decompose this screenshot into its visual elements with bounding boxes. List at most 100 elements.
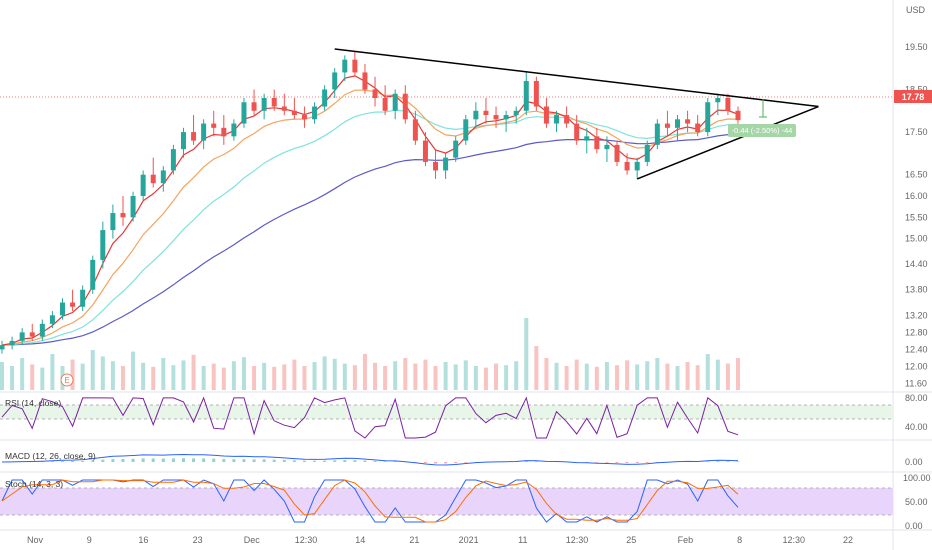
trendlines[interactable] (334, 48, 819, 180)
rsi-pane-label[interactable]: RSI (14, close) (5, 398, 61, 408)
macd-histogram-bar (151, 458, 155, 462)
macd-histogram-bar (393, 461, 397, 462)
price-axis-label: 13.20 (905, 310, 928, 320)
volume-bar (473, 366, 478, 390)
candle-body (654, 123, 660, 145)
volume-bar (736, 358, 740, 390)
volume-bar (463, 360, 468, 390)
candle-body (0, 345, 5, 350)
volume-bar (10, 366, 15, 390)
stoch-d-line (1, 479, 739, 523)
volume-bar (534, 346, 539, 390)
volume-bar (241, 357, 246, 390)
macd-histogram-bar (383, 461, 387, 462)
candle-body (211, 123, 217, 128)
volume-bar (332, 358, 337, 390)
volume-bar (393, 361, 398, 390)
candle-body (342, 59, 348, 73)
candle-body (9, 340, 15, 346)
volume-bar (705, 354, 710, 390)
time-axis[interactable]: Nov 9 16 23 Dec 12:30 14 21 2021 11 12:30 25 Feb 8 12:… (27, 535, 853, 545)
price-axis[interactable]: 19.50 18.50 17.50 16.50 16.00 15.50 15.00 14.40… (905, 42, 928, 389)
candle-body (715, 98, 721, 103)
time-axis-label: 9 (87, 535, 92, 545)
price-axis-label: 15.50 (905, 212, 928, 222)
earnings-marker[interactable] (60, 373, 74, 387)
macd-histogram-bar (171, 458, 175, 462)
macd-histogram-bar (625, 462, 629, 464)
volume-bar (141, 362, 146, 390)
candle-body (412, 119, 418, 141)
candle-body (140, 174, 146, 196)
candle-body (392, 93, 398, 111)
candle-body (291, 110, 297, 116)
volume-bar (342, 363, 347, 390)
earnings-marker-label: E (64, 376, 69, 385)
candle-body (150, 174, 156, 184)
candle-body (382, 98, 388, 111)
candle-body (332, 72, 338, 90)
candle-body (695, 123, 701, 133)
volume-bar (514, 361, 519, 390)
macd-histogram-bar (81, 460, 85, 462)
volume-bar (373, 362, 378, 390)
macd-histogram-bar (71, 461, 75, 462)
candle-body (281, 106, 287, 111)
candle-body (422, 140, 428, 162)
candle-body (322, 89, 328, 107)
volume-bar (483, 367, 488, 390)
stoch-band (0, 488, 893, 515)
volume-bar (201, 366, 206, 390)
volume-bar (423, 359, 428, 390)
macd-histogram-bar (302, 460, 306, 462)
volume-bar (191, 354, 196, 390)
time-axis-label: 21 (409, 535, 419, 545)
macd-histogram-bar (121, 459, 125, 462)
price-axis-label: 12.40 (905, 344, 928, 354)
candle-body (443, 157, 449, 171)
volume-bar (695, 365, 700, 390)
macd-histogram-bar (161, 458, 165, 462)
candle-body (564, 115, 570, 124)
candle-body (180, 132, 186, 150)
macd-histogram-bar (605, 462, 609, 463)
macd-lines (1, 453, 740, 466)
volume-bar (131, 351, 136, 390)
stoch-pane-label[interactable]: Stoch (14, 3, 3) (5, 479, 63, 489)
macd-pane-label[interactable]: MACD (12, 26, close, 9) (5, 451, 96, 461)
volume-bar (544, 358, 549, 390)
macd-histogram-bar (131, 458, 135, 462)
candle-body (251, 102, 257, 111)
time-axis-label: 14 (355, 535, 365, 545)
volume-bar (40, 367, 45, 390)
macd-histogram-bar (423, 462, 427, 464)
macd-histogram-bar (353, 460, 357, 462)
price-axis-label: 16.50 (905, 170, 928, 180)
volume-bar (594, 366, 599, 390)
measure-label: -0.44 (-2.50%) -44 (732, 126, 793, 135)
candle-body (231, 123, 237, 137)
time-axis-label: 12:30 (783, 535, 806, 545)
currency-label: USD (906, 5, 926, 15)
volume-bar (181, 360, 186, 390)
time-axis-label: 16 (138, 535, 148, 545)
measure-box[interactable] (728, 124, 796, 137)
ema-fast-line (1, 75, 739, 346)
volume-bar (665, 363, 670, 390)
volume-bar (443, 362, 448, 390)
rsi-axis-top: 80.00 (905, 393, 928, 403)
candle-body (614, 144, 620, 162)
ma-long-line (1, 133, 739, 346)
candle-body (463, 119, 469, 141)
time-axis-label: 2021 (459, 535, 479, 545)
volume-bar (574, 359, 579, 390)
volume-bar (453, 364, 458, 390)
macd-histogram-bar (242, 459, 246, 462)
macd-histogram-bar (444, 462, 448, 464)
macd-histogram-bar (524, 461, 528, 462)
volume-bar (231, 361, 236, 390)
volume-bar (90, 350, 95, 390)
candle-body (705, 102, 711, 133)
volume-bar (20, 358, 25, 390)
